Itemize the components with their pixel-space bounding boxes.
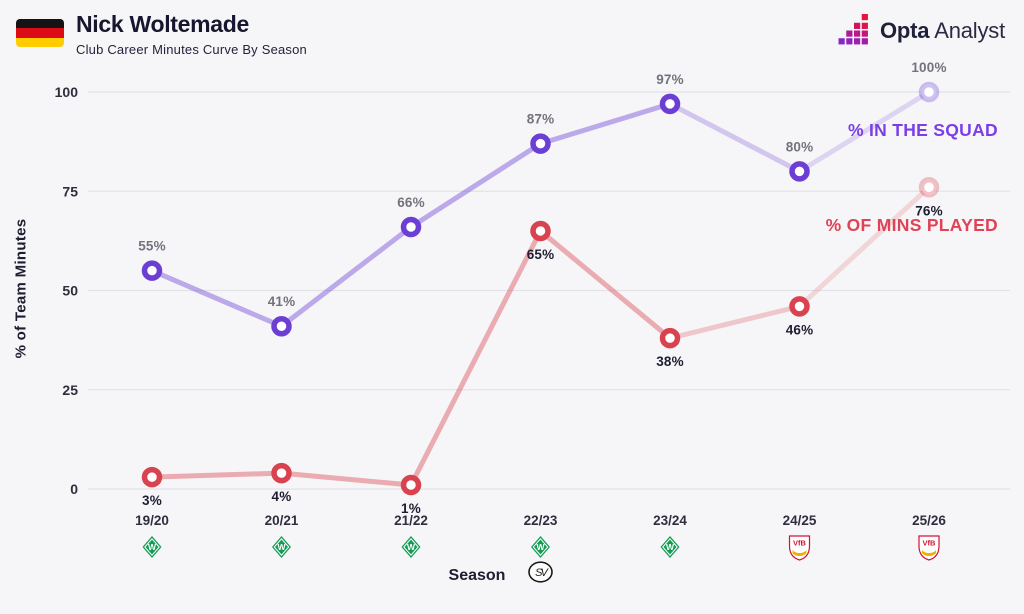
- data-point-label: 46%: [786, 322, 814, 337]
- series-line-segment: [149, 470, 284, 480]
- data-point-marker: [271, 462, 292, 484]
- data-point-marker: [141, 260, 163, 281]
- data-point-label: 3%: [142, 493, 162, 508]
- data-point-label: 38%: [656, 354, 684, 369]
- svg-text:W: W: [277, 542, 286, 552]
- series-line-segment: [538, 228, 673, 341]
- data-point-marker: [789, 296, 810, 317]
- data-point-label: 100%: [911, 60, 946, 75]
- werder-bremen-logo: W: [660, 536, 680, 558]
- season-label: 21/22: [394, 513, 428, 528]
- header-titles: Nick Woltemade Club Career Minutes Curve…: [76, 11, 307, 57]
- svg-text:VfB: VfB: [793, 539, 807, 548]
- sv-elversberg-logo: SV: [528, 561, 553, 583]
- data-point-label: 4%: [272, 489, 292, 504]
- data-point-label: 55%: [138, 239, 166, 254]
- legend-mins-played: % OF MINS PLAYED: [825, 215, 998, 235]
- svg-text:W: W: [407, 542, 416, 552]
- series-line-segment: [797, 89, 932, 174]
- series-line-segment: [279, 224, 414, 329]
- svg-text:VfB: VfB: [923, 539, 937, 548]
- series-line-segment: [408, 141, 543, 230]
- series-line-segment: [797, 184, 932, 309]
- season-label: 25/26: [912, 513, 946, 528]
- series-line-segment: [408, 228, 543, 488]
- series-line-segment: [667, 303, 802, 341]
- vfb-stuttgart-logo: VfB: [918, 535, 940, 561]
- data-point-marker: [400, 474, 422, 496]
- svg-text:W: W: [536, 542, 545, 552]
- germany-flag: [16, 19, 64, 47]
- series-line-segment: [667, 101, 802, 174]
- x-axis-title: Season: [448, 567, 506, 584]
- werder-bremen-logo: W: [272, 536, 291, 558]
- werder-bremen-logo: W: [142, 536, 162, 558]
- svg-text:W: W: [666, 542, 675, 552]
- series-line-segment: [149, 268, 284, 329]
- data-point-marker: [659, 327, 681, 349]
- series-line-segment: [279, 470, 414, 488]
- data-point-marker: [659, 93, 681, 115]
- data-point-label: 66%: [397, 195, 425, 210]
- y-tick-label: 100: [55, 84, 79, 100]
- data-point-label: 41%: [268, 294, 296, 309]
- data-point-label: 1%: [401, 501, 421, 516]
- data-point-marker: [400, 216, 422, 238]
- y-tick-label: 25: [62, 382, 78, 398]
- brand-wordmark: Opta Analyst: [880, 18, 1005, 44]
- series-line-segment: [538, 101, 673, 147]
- season-label: 20/21: [265, 513, 299, 528]
- y-tick-label: 0: [70, 481, 78, 497]
- legend-in-the-squad: % IN THE SQUAD: [847, 120, 998, 140]
- werder-bremen-logo: W: [531, 536, 550, 558]
- opta-analyst-logo: Opta Analyst: [837, 14, 1005, 47]
- data-point-label: 65%: [527, 247, 555, 262]
- werder-bremen-logo: W: [401, 536, 421, 558]
- season-label: 19/20: [135, 513, 169, 528]
- y-tick-label: 50: [62, 283, 78, 299]
- y-tick-label: 75: [62, 183, 78, 199]
- data-point-label: 80%: [786, 139, 814, 154]
- data-point-marker: [789, 161, 810, 182]
- svg-text:W: W: [148, 542, 157, 552]
- brand-analyst: Analyst: [934, 17, 1005, 43]
- season-label: 23/24: [653, 513, 687, 528]
- data-point-marker: [918, 177, 940, 198]
- page-subtitle: Club Career Minutes Curve By Season: [76, 42, 307, 57]
- data-point-marker: [271, 315, 292, 337]
- data-point-label: 87%: [527, 112, 555, 127]
- vfb-stuttgart-logo: VfB: [788, 535, 811, 561]
- data-point-marker: [530, 133, 551, 154]
- brand-opta: Opta: [879, 17, 930, 43]
- page-title: Nick Woltemade: [76, 11, 250, 37]
- data-point-marker: [918, 81, 940, 103]
- season-label: 24/25: [783, 513, 817, 528]
- opta-stairs-icon: [838, 14, 868, 45]
- data-point-marker: [530, 220, 551, 242]
- data-point-label: 97%: [656, 72, 684, 87]
- data-point-marker: [141, 466, 163, 488]
- season-label: 22/23: [524, 513, 558, 528]
- data-point-label: 76%: [915, 203, 943, 218]
